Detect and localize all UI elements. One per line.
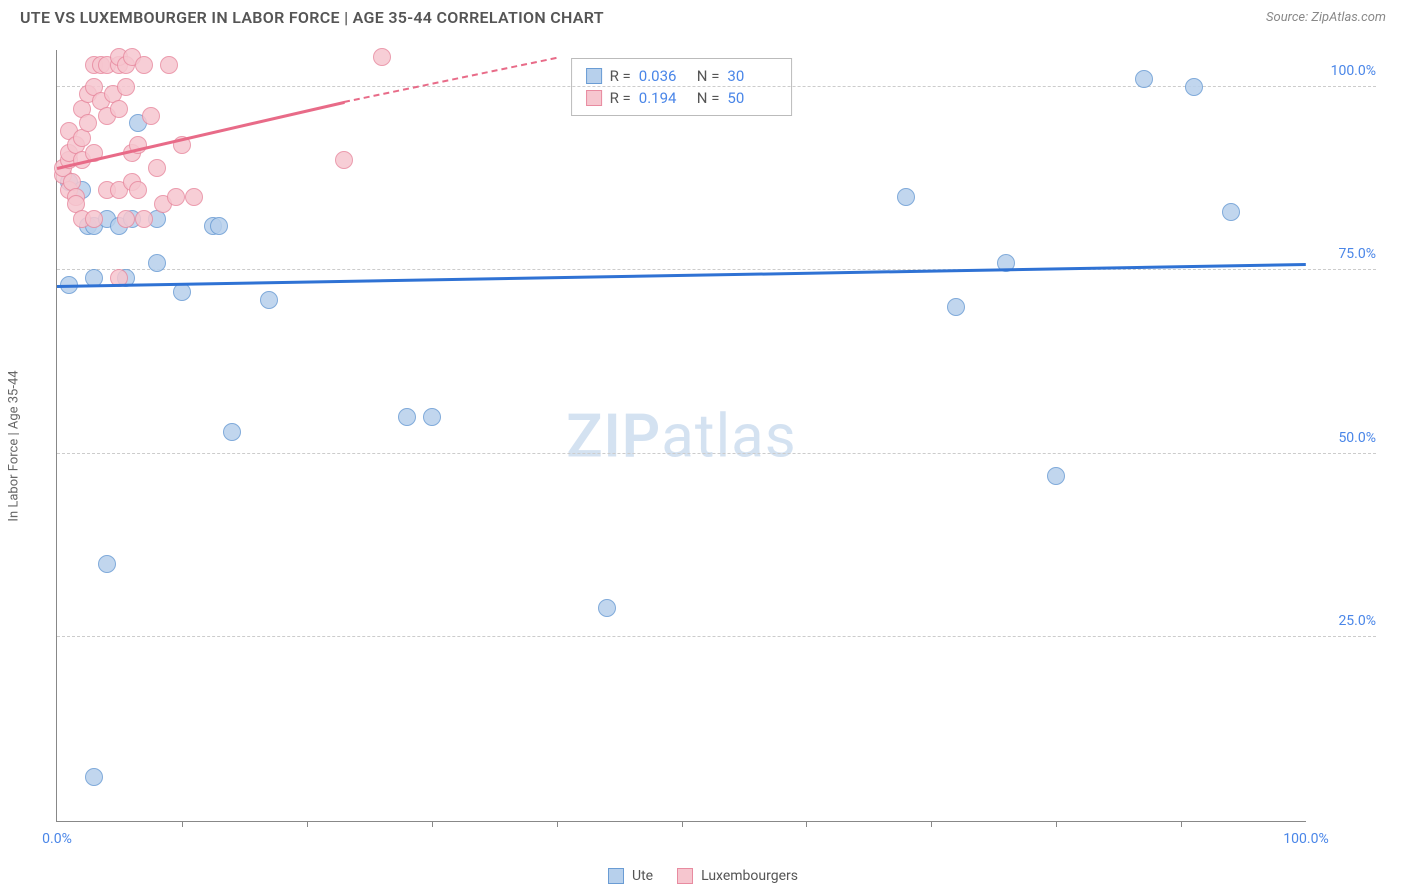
data-point: [185, 188, 203, 206]
series-legend: Ute Luxembourgers: [608, 868, 798, 884]
y-tick-label: 100.0%: [1316, 63, 1376, 79]
data-point: [210, 217, 228, 235]
stat-n-value: 30: [727, 67, 777, 85]
data-point: [85, 210, 103, 228]
data-point: [598, 599, 616, 617]
data-point: [79, 114, 97, 132]
stat-n-value: 50: [727, 89, 777, 107]
stat-n-label: N =: [697, 67, 720, 85]
stat-r-value: 0.194: [639, 89, 689, 107]
watermark: ZIPatlas: [566, 400, 797, 471]
data-point: [142, 107, 160, 125]
stat-r-label: R =: [610, 67, 631, 85]
data-point: [98, 555, 116, 573]
data-point: [148, 159, 166, 177]
chart-title: UTE VS LUXEMBOURGER IN LABOR FORCE | AGE…: [20, 8, 604, 27]
x-tick: [557, 821, 558, 827]
legend-swatch: [608, 868, 624, 884]
data-point: [135, 56, 153, 74]
data-point: [110, 100, 128, 118]
data-point: [1135, 70, 1153, 88]
y-tick-label: 25.0%: [1316, 613, 1376, 629]
data-point: [148, 254, 166, 272]
stat-r-value: 0.036: [639, 67, 689, 85]
data-point: [1185, 78, 1203, 96]
x-tick: [307, 821, 308, 827]
x-tick: [1056, 821, 1057, 827]
data-point: [223, 423, 241, 441]
data-point: [117, 210, 135, 228]
stat-r-label: R =: [610, 89, 631, 107]
legend-label: Ute: [632, 868, 653, 884]
x-axis-label: 100.0%: [1283, 831, 1328, 847]
legend-swatch: [677, 868, 693, 884]
data-point: [423, 408, 441, 426]
data-point: [173, 283, 191, 301]
data-point: [373, 48, 391, 66]
data-point: [117, 78, 135, 96]
gridline: [57, 269, 1376, 270]
stat-n-label: N =: [697, 89, 720, 107]
x-tick: [182, 821, 183, 827]
data-point: [160, 56, 178, 74]
data-point: [260, 291, 278, 309]
x-tick: [682, 821, 683, 827]
data-point: [85, 768, 103, 786]
y-tick-label: 50.0%: [1316, 430, 1376, 446]
y-axis-label: In Labor Force | Age 35-44: [7, 370, 22, 521]
data-point: [135, 210, 153, 228]
x-tick: [432, 821, 433, 827]
data-point: [1222, 203, 1240, 221]
gridline: [57, 636, 1376, 637]
data-point: [1047, 467, 1065, 485]
legend-swatch: [586, 90, 602, 106]
y-tick-label: 75.0%: [1316, 246, 1376, 262]
data-point: [129, 181, 147, 199]
trend-line: [57, 263, 1306, 288]
x-axis-label: 0.0%: [42, 831, 72, 847]
x-tick: [806, 821, 807, 827]
stats-legend: R = 0.036 N = 30 R = 0.194 N = 50: [571, 58, 793, 116]
plot-area: ZIPatlas R =0.036N =30R =0.194N =50 25.0…: [56, 50, 1306, 822]
chart-container: In Labor Force | Age 35-44 ZIPatlas R =0…: [20, 40, 1386, 852]
data-point: [398, 408, 416, 426]
data-point: [897, 188, 915, 206]
source-attribution: Source: ZipAtlas.com: [1266, 10, 1386, 25]
data-point: [335, 151, 353, 169]
stats-row: R = 0.036 N = 30: [586, 65, 778, 87]
stats-row: R = 0.194 N = 50: [586, 87, 778, 109]
x-tick: [1181, 821, 1182, 827]
gridline: [57, 453, 1376, 454]
x-tick: [931, 821, 932, 827]
gridline: [57, 86, 1376, 87]
legend-swatch: [586, 68, 602, 84]
legend-label: Luxembourgers: [701, 868, 798, 884]
data-point: [947, 298, 965, 316]
legend-item: Ute: [608, 868, 653, 884]
data-point: [167, 188, 185, 206]
legend-item: Luxembourgers: [677, 868, 798, 884]
